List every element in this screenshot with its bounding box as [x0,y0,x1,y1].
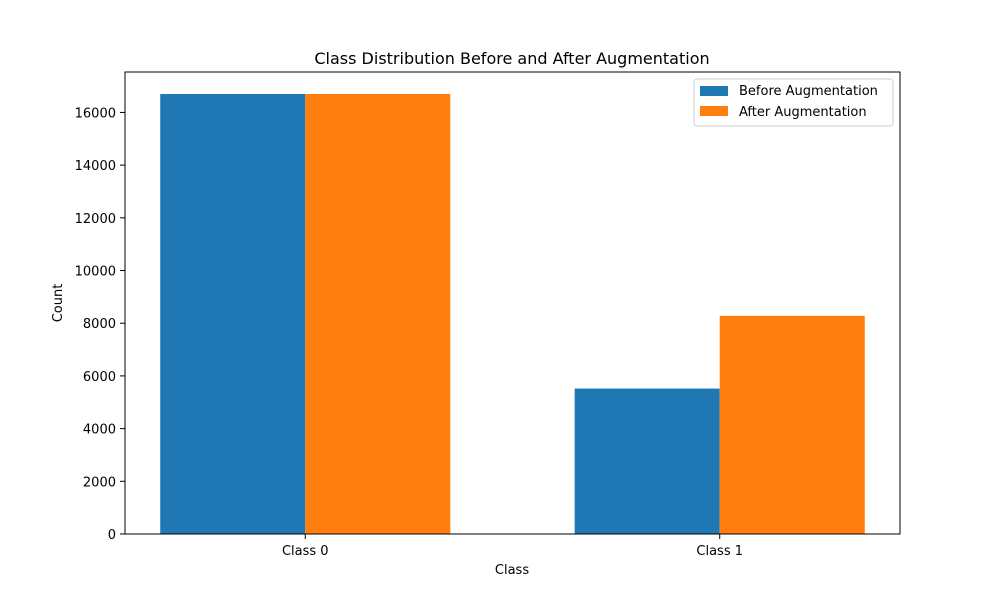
bar-before-augmentation-class-0 [160,94,306,534]
x-tick-label: Class 1 [696,544,743,559]
chart-title: Class Distribution Before and After Augm… [314,49,709,68]
plot-area-frame [124,71,901,535]
legend: Before Augmentation After Augmentation [693,78,894,127]
y-tick-label: 16000 [75,106,116,121]
x-axis-ticks: Class 0 Class 1 [282,534,743,559]
y-tick-label: 10000 [75,265,116,280]
legend-frame [693,78,894,127]
y-tick-label: 0 [108,528,116,543]
legend-swatch-after-augmentation [700,106,728,116]
legend-swatch-before-augmentation [700,86,728,96]
legend-label-before-augmentation: Before Augmentation [739,84,878,99]
x-axis-label: Class [495,563,529,578]
y-tick-label: 4000 [83,423,116,438]
y-axis-label: Count [51,284,66,323]
y-tick-label: 12000 [75,212,116,227]
y-tick-label: 2000 [83,475,116,490]
bar-before-augmentation-class-1 [574,388,720,534]
bar-after-augmentation-class-1 [719,315,865,534]
y-tick-label: 8000 [83,317,116,332]
y-tick-label: 6000 [83,370,116,385]
bars-group [160,94,865,534]
bar-after-augmentation-class-0 [305,94,451,534]
x-tick-label: Class 0 [282,544,329,559]
legend-label-after-augmentation: After Augmentation [739,105,867,120]
y-axis-ticks: 0 2000 4000 6000 8000 10000 12000 14000 16000 [75,106,125,543]
y-tick-label: 14000 [75,159,116,174]
